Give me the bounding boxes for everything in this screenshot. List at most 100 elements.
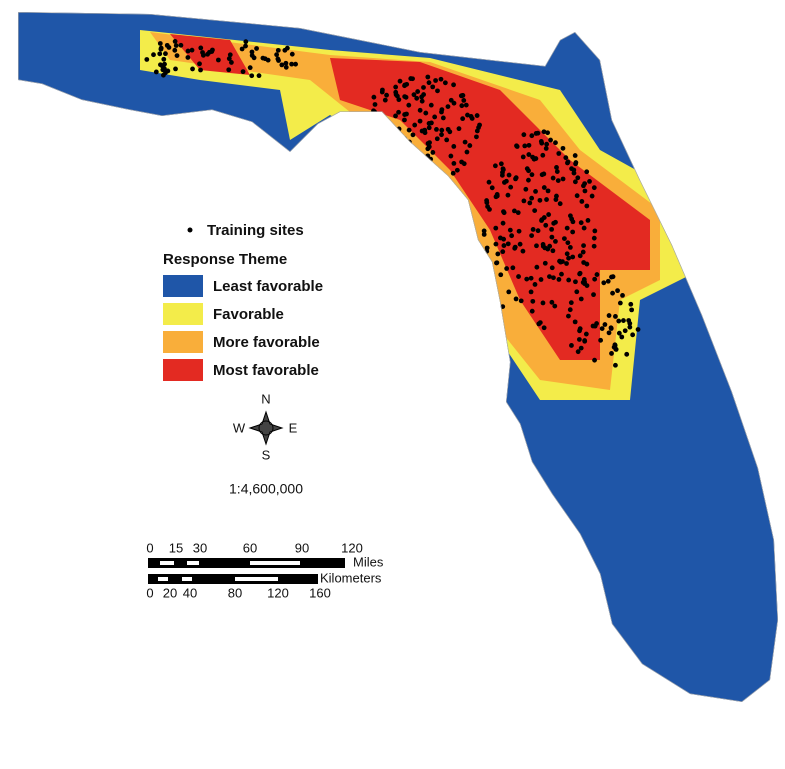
training-site [566, 313, 571, 319]
training-site [486, 179, 492, 185]
training-site [580, 280, 586, 285]
compass: N E S W [233, 391, 298, 462]
training-site [493, 225, 499, 231]
training-site [620, 293, 625, 298]
training-site [559, 271, 564, 277]
training-site [439, 177, 445, 183]
training-site [550, 175, 556, 181]
training-site [451, 82, 456, 88]
training-site [159, 63, 165, 69]
training-site [366, 147, 372, 153]
training-site [440, 115, 446, 121]
training-site [474, 113, 480, 118]
training-site [542, 245, 548, 251]
training-site [386, 149, 392, 154]
training-site [371, 108, 376, 114]
training-site [378, 114, 384, 120]
training-site [510, 265, 516, 271]
training-site [447, 129, 453, 135]
training-site [549, 226, 555, 232]
training-site [624, 351, 630, 357]
training-site [417, 107, 423, 113]
scale-label: 120 [341, 540, 363, 555]
training-site [153, 69, 159, 75]
training-site [484, 200, 490, 205]
training-site [411, 92, 417, 98]
training-site [249, 73, 255, 79]
training-site [165, 68, 171, 74]
training-site [429, 167, 434, 173]
scale-label: 15 [169, 540, 183, 555]
training-site [439, 107, 445, 113]
training-site [275, 47, 281, 53]
training-site [628, 301, 634, 307]
training-site [418, 174, 423, 180]
training-site [567, 244, 573, 250]
training-site [529, 133, 535, 139]
training-site [415, 89, 421, 94]
training-site [451, 144, 457, 149]
training-site [550, 248, 556, 254]
training-site [442, 80, 448, 86]
training-site [635, 327, 641, 332]
training-site [572, 153, 578, 158]
training-site [505, 192, 511, 198]
training-site [417, 118, 423, 124]
training-site [198, 45, 204, 51]
training-site [549, 234, 555, 240]
training-site [529, 308, 535, 314]
training-site [612, 343, 618, 349]
training-site [461, 97, 467, 103]
training-site [429, 120, 434, 126]
training-site [541, 215, 547, 220]
training-site [538, 277, 544, 282]
training-site [404, 166, 410, 171]
scale-unit: Miles [353, 554, 384, 569]
training-site [622, 328, 628, 334]
training-site [215, 57, 221, 63]
training-site [414, 95, 420, 101]
training-site [157, 51, 163, 57]
training-site [556, 151, 562, 156]
training-site [529, 195, 535, 201]
scale-label: 90 [295, 540, 309, 555]
training-site [283, 60, 289, 66]
training-site [554, 165, 559, 170]
training-site [537, 197, 543, 203]
training-site [402, 82, 408, 88]
training-site [565, 159, 571, 165]
training-site [414, 153, 420, 159]
training-site [541, 129, 547, 135]
training-site [576, 337, 582, 342]
training-site [498, 235, 503, 241]
training-site [583, 331, 589, 337]
training-site [435, 88, 440, 94]
training-site [485, 204, 490, 209]
training-site [205, 51, 210, 57]
training-site [526, 152, 532, 157]
training-site [229, 60, 234, 65]
training-site [490, 282, 496, 288]
training-site [520, 154, 526, 160]
training-site [462, 139, 468, 145]
training-site-symbol [187, 227, 193, 233]
training-site [372, 102, 378, 107]
training-site [500, 220, 506, 226]
training-site [423, 180, 429, 186]
training-site [540, 300, 546, 306]
training-site [158, 46, 164, 52]
training-site [412, 122, 418, 128]
training-site [566, 255, 571, 261]
training-site [530, 298, 536, 304]
training-site [432, 170, 437, 176]
scale-label: 0 [146, 540, 153, 555]
training-site [552, 303, 558, 309]
training-site [606, 330, 612, 336]
training-site [539, 172, 545, 178]
training-site [276, 58, 281, 63]
training-site [570, 229, 576, 235]
training-site [458, 93, 464, 99]
training-site [569, 166, 574, 172]
training-site [481, 228, 487, 234]
